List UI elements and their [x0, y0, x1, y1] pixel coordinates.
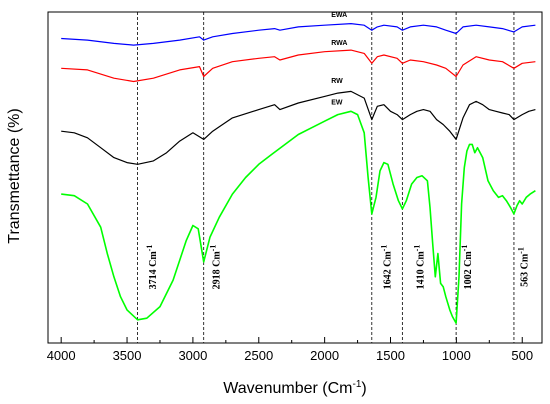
peak-annotation-text: 1410 Cm [415, 251, 426, 290]
spectra-series [61, 23, 536, 324]
x-axis-title-close: ) [361, 380, 366, 397]
x-tick-label-3500: 3500 [113, 348, 142, 363]
peak-annotation-sup: -1 [208, 245, 217, 252]
series-line-ewa [61, 23, 536, 46]
series-line-rwa [61, 49, 536, 83]
series-labels: EWA RWA RW EW [331, 12, 347, 107]
peak-annotation-5: 563 Cm-1 [517, 247, 531, 287]
x-axis-title-sup: -1 [352, 379, 361, 390]
series-label-rwa: RWA [331, 40, 347, 47]
peak-annotation-sup: -1 [517, 247, 526, 254]
x-tick-label-2500: 2500 [244, 348, 273, 363]
x-tick-label-4000: 4000 [47, 348, 76, 363]
peak-annotation-4: 1002 Cm-1 [460, 245, 474, 290]
peak-annotation-text: 3714 Cm [148, 251, 159, 290]
peak-annotation-1: 2918 Cm-1 [208, 245, 222, 290]
peak-annotation-sup: -1 [460, 245, 469, 252]
plot-frame [47, 11, 543, 344]
y-axis-title: Transmettance (%) [6, 108, 23, 243]
x-axis: 4000 3500 3000 2500 2000 1500 1000 500 [47, 337, 533, 363]
peak-annotation-text: 1642 Cm [383, 251, 394, 290]
peak-annotation-text: 563 Cm [520, 253, 531, 287]
series-line-rw [61, 90, 536, 165]
peak-annotation-2: 1642 Cm-1 [380, 245, 394, 290]
series-line-ew [61, 110, 536, 324]
peak-annotation-sup: -1 [145, 245, 154, 252]
x-tick-label-1000: 1000 [442, 348, 471, 363]
x-axis-title-main: Wavenumber (Cm [223, 380, 352, 397]
peak-annotation-0: 3714 Cm-1 [145, 245, 159, 290]
x-tick-label-1500: 1500 [376, 348, 405, 363]
x-tick-label-500: 500 [511, 348, 533, 363]
peak-annotation-sup: -1 [380, 245, 389, 252]
x-axis-title: Wavenumber (Cm-1) [223, 379, 366, 397]
peak-annotation-3: 1410 Cm-1 [412, 245, 426, 290]
x-tick-label-2000: 2000 [310, 348, 339, 363]
peak-annotation-sup: -1 [412, 245, 421, 252]
peak-reference-lines [137, 12, 515, 343]
peak-annotation-text: 1002 Cm [463, 251, 474, 290]
peak-annotation-text: 2918 Cm [211, 251, 222, 290]
series-label-ew: EW [331, 100, 343, 107]
series-label-rw: RW [331, 78, 343, 85]
series-label-ewa: EWA [331, 12, 347, 19]
x-tick-label-3000: 3000 [178, 348, 207, 363]
